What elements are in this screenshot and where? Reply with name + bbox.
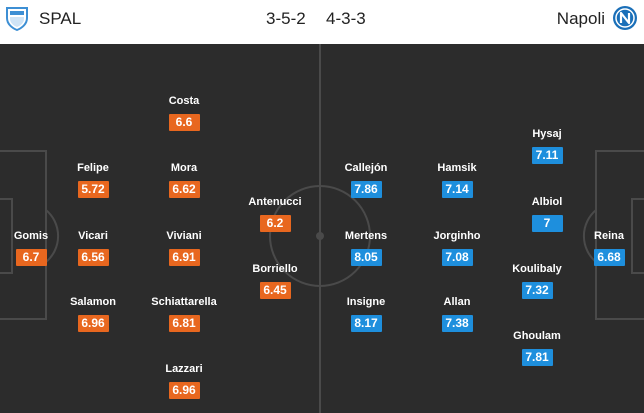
player-name: Costa xyxy=(168,95,200,107)
player-name: Vicari xyxy=(78,230,108,242)
player-hysaj[interactable]: Hysaj 7.11 xyxy=(512,128,582,164)
player-name: Lazzari xyxy=(165,363,203,375)
player-name: Reina xyxy=(594,230,624,242)
player-rating: 7 xyxy=(531,215,563,232)
player-rating: 6.68 xyxy=(593,249,625,266)
player-mertens[interactable]: Mertens 8.05 xyxy=(331,230,401,266)
player-name: Salamon xyxy=(70,296,116,308)
player-antenucci[interactable]: Antenucci 6.2 xyxy=(240,196,310,232)
player-name: Callejón xyxy=(344,162,388,174)
player-name: Hysaj xyxy=(532,128,562,140)
player-name: Insigne xyxy=(346,296,386,308)
player-rating: 7.81 xyxy=(521,349,553,366)
home-team-name: SPAL xyxy=(39,9,82,28)
player-rating: 6.81 xyxy=(168,315,200,332)
player-lazzari[interactable]: Lazzari 6.96 xyxy=(149,363,219,399)
player-costa[interactable]: Costa 6.6 xyxy=(149,95,219,131)
player-name: Ghoulam xyxy=(513,330,561,342)
player-rating: 7.38 xyxy=(441,315,473,332)
player-name: Mertens xyxy=(344,230,388,242)
player-name: Gomis xyxy=(13,230,49,242)
player-name: Mora xyxy=(170,162,198,174)
player-name: Antenucci xyxy=(248,196,302,208)
player-name: Viviani xyxy=(166,230,202,242)
player-ghoulam[interactable]: Ghoulam 7.81 xyxy=(502,330,572,366)
match-header: SPAL 3-5-2 4-3-3 Napoli xyxy=(0,0,644,44)
player-viviani[interactable]: Viviani 6.91 xyxy=(149,230,219,266)
player-name: Albiol xyxy=(531,196,563,208)
player-rating: 7.32 xyxy=(521,282,553,299)
player-rating: 6.96 xyxy=(77,315,109,332)
player-albiol[interactable]: Albiol 7 xyxy=(512,196,582,232)
player-mora[interactable]: Mora 6.62 xyxy=(149,162,219,198)
player-rating: 6.45 xyxy=(259,282,291,299)
player-schiattarella[interactable]: Schiattarella 6.81 xyxy=(149,296,219,332)
player-rating: 6.2 xyxy=(259,215,291,232)
player-rating: 6.56 xyxy=(77,249,109,266)
player-name: Borriello xyxy=(252,263,298,275)
player-name: Hamsik xyxy=(437,162,477,174)
away-team-name: Napoli xyxy=(556,9,605,28)
player-callejon[interactable]: Callejón 7.86 xyxy=(331,162,401,198)
player-rating: 7.11 xyxy=(531,147,563,164)
player-rating: 7.08 xyxy=(441,249,473,266)
player-name: Allan xyxy=(443,296,471,308)
player-jorginho[interactable]: Jorginho 7.08 xyxy=(422,230,492,266)
player-rating: 6.6 xyxy=(168,114,200,131)
pitch-lines xyxy=(0,44,644,413)
player-rating: 6.96 xyxy=(168,382,200,399)
player-name: Felipe xyxy=(77,162,109,174)
player-insigne[interactable]: Insigne 8.17 xyxy=(331,296,401,332)
player-rating: 5.72 xyxy=(77,181,109,198)
player-borriello[interactable]: Borriello 6.45 xyxy=(240,263,310,299)
player-rating: 7.86 xyxy=(350,181,382,198)
player-rating: 8.17 xyxy=(350,315,382,332)
player-rating: 6.7 xyxy=(15,249,47,266)
napoli-crest-icon xyxy=(613,6,637,30)
player-rating: 6.91 xyxy=(168,249,200,266)
away-formation: 4-3-3 xyxy=(326,9,366,28)
player-name: Schiattarella xyxy=(151,296,217,308)
player-koulibaly[interactable]: Koulibaly 7.32 xyxy=(502,263,572,299)
player-rating: 6.62 xyxy=(168,181,200,198)
spal-crest-icon xyxy=(6,7,28,31)
player-felipe[interactable]: Felipe 5.72 xyxy=(58,162,128,198)
player-salamon[interactable]: Salamon 6.96 xyxy=(58,296,128,332)
home-formation: 3-5-2 xyxy=(266,9,306,28)
player-vicari[interactable]: Vicari 6.56 xyxy=(58,230,128,266)
pitch: Gomis 6.7 Felipe 5.72 Vicari 6.56 Salamo… xyxy=(0,44,644,413)
player-allan[interactable]: Allan 7.38 xyxy=(422,296,492,332)
player-hamsik[interactable]: Hamsik 7.14 xyxy=(422,162,492,198)
player-gomis[interactable]: Gomis 6.7 xyxy=(0,230,66,266)
player-rating: 7.14 xyxy=(441,181,473,198)
player-rating: 8.05 xyxy=(350,249,382,266)
player-name: Jorginho xyxy=(433,230,481,242)
player-reina[interactable]: Reina 6.68 xyxy=(574,230,644,266)
player-name: Koulibaly xyxy=(512,263,562,275)
